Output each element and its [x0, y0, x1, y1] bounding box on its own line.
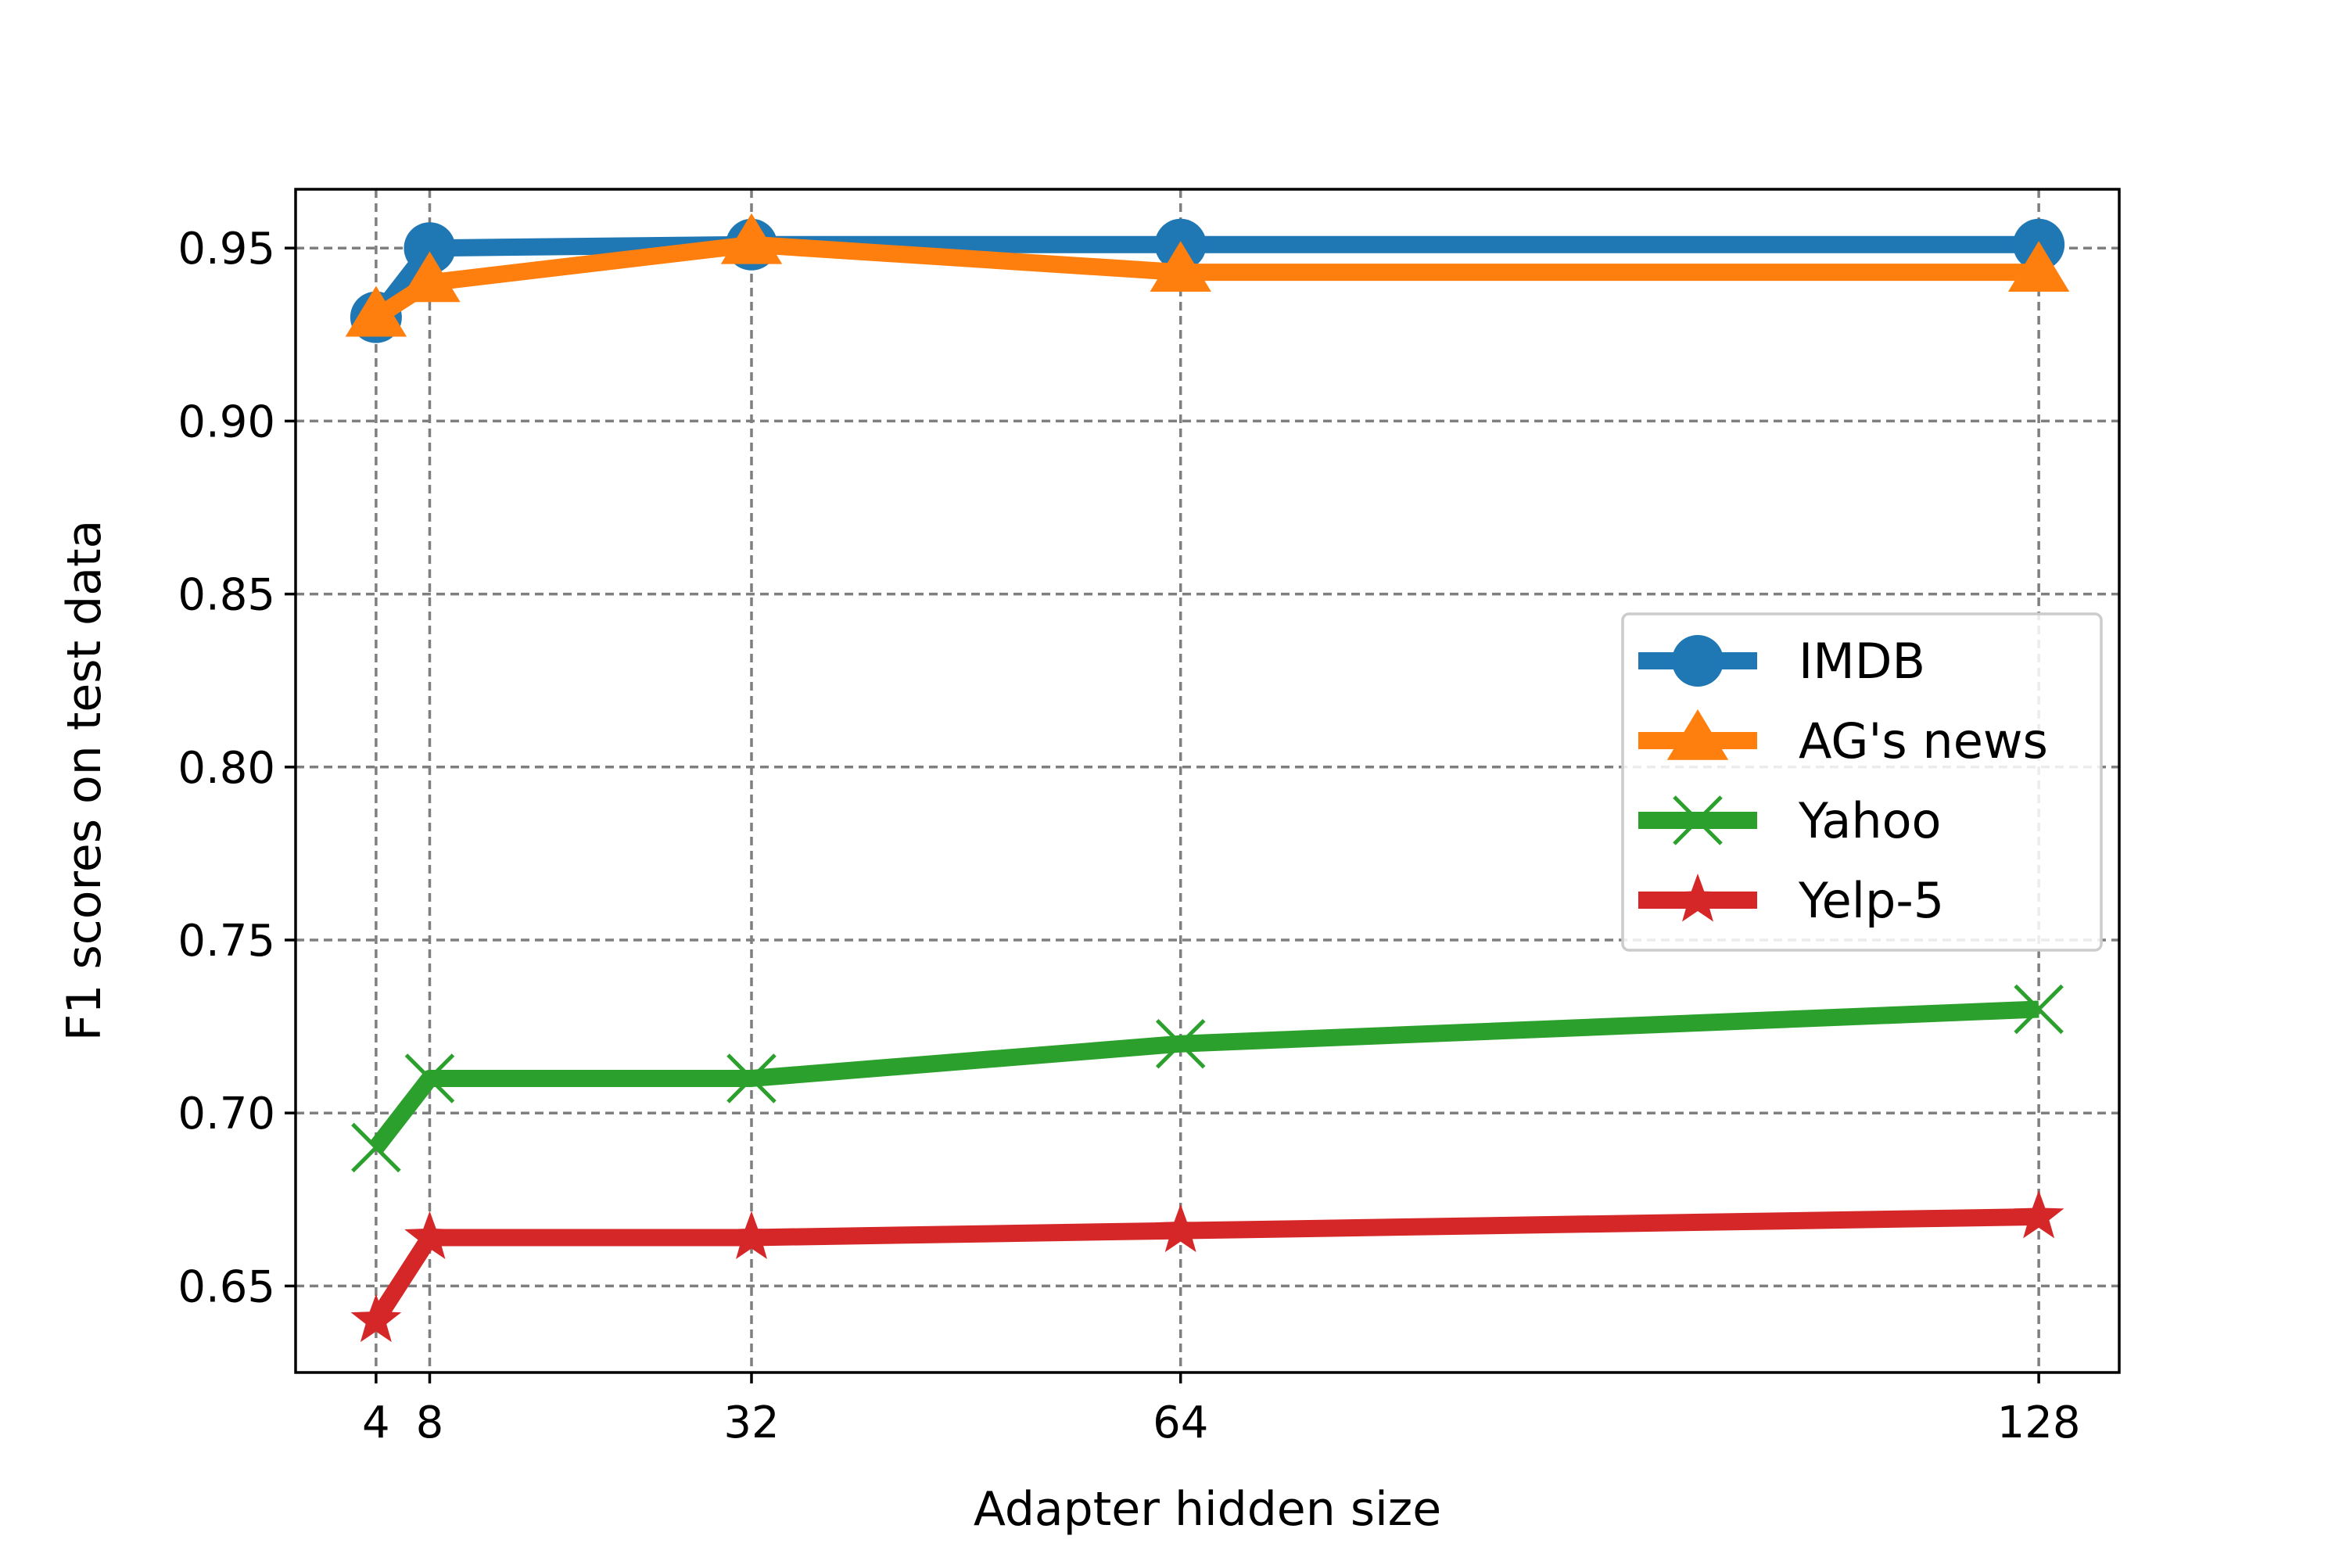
- y-tick-label: 0.90: [178, 396, 275, 447]
- y-tick-label: 0.85: [178, 570, 275, 621]
- legend-item: Yahoo: [1638, 792, 1942, 849]
- data-point-x: [726, 1053, 777, 1103]
- y-tick-label: 0.75: [178, 916, 275, 967]
- legend-marker-triangle: [1666, 709, 1729, 760]
- legend-box: [1621, 612, 2103, 952]
- data-point-x: [1155, 1018, 1206, 1069]
- data-point-circle: [404, 222, 456, 274]
- legend-item: IMDB: [1638, 633, 1925, 690]
- x-tick-label: 4: [362, 1398, 390, 1448]
- data-point-triangle: [345, 285, 407, 337]
- y-tick-label: 0.70: [178, 1089, 275, 1139]
- data-point-x: [2014, 984, 2064, 1035]
- series-2: [351, 984, 2064, 1173]
- legend: IMDB AG's news Yahoo Yelp-5: [1621, 612, 2103, 952]
- legend-label: Yelp-5: [1798, 872, 1944, 929]
- x-axis-label: Adapter hidden size: [974, 1482, 1441, 1537]
- data-point-x: [351, 1122, 401, 1173]
- data-point-triangle: [720, 213, 783, 264]
- data-point-star: [726, 1211, 777, 1259]
- series-3: [350, 1189, 2064, 1343]
- data-point-triangle: [2007, 241, 2070, 292]
- legend-label: IMDB: [1799, 633, 1925, 690]
- data-point-star: [1155, 1204, 1207, 1253]
- y-tick-label: 0.80: [178, 743, 275, 794]
- data-point-star: [404, 1211, 455, 1259]
- x-tick-label: 32: [723, 1398, 779, 1448]
- legend-marker-star: [1672, 874, 1724, 922]
- axis-ticks: 4 8 32 64 128 0.65 0.70 0.75 0.80 0.85 0.90 0.95: [178, 224, 2080, 1448]
- legend-item: AG's news: [1638, 709, 2048, 770]
- x-tick-label: 128: [1997, 1398, 2081, 1448]
- legend-marker-circle: [1672, 635, 1724, 687]
- series-lines: [345, 213, 2070, 1343]
- legend-item: Yelp-5: [1638, 872, 1944, 929]
- data-point-triangle: [399, 251, 461, 303]
- y-tick-label: 0.95: [178, 224, 275, 274]
- legend-label: AG's news: [1799, 712, 2048, 770]
- data-point-x: [404, 1053, 455, 1103]
- plot-area-frame: [294, 188, 2121, 1374]
- x-tick-label: 64: [1153, 1398, 1208, 1448]
- y-tick-label: 0.65: [178, 1261, 275, 1312]
- data-point-star: [350, 1294, 402, 1343]
- data-point-triangle: [1150, 241, 1211, 292]
- legend-label: Yahoo: [1798, 792, 1942, 849]
- legend-marker-x: [1673, 795, 1723, 845]
- y-axis-label: F1 scores on test data: [57, 520, 112, 1042]
- series-1: [345, 213, 2070, 337]
- data-point-star: [2013, 1189, 2064, 1239]
- x-tick-label: 8: [416, 1398, 444, 1448]
